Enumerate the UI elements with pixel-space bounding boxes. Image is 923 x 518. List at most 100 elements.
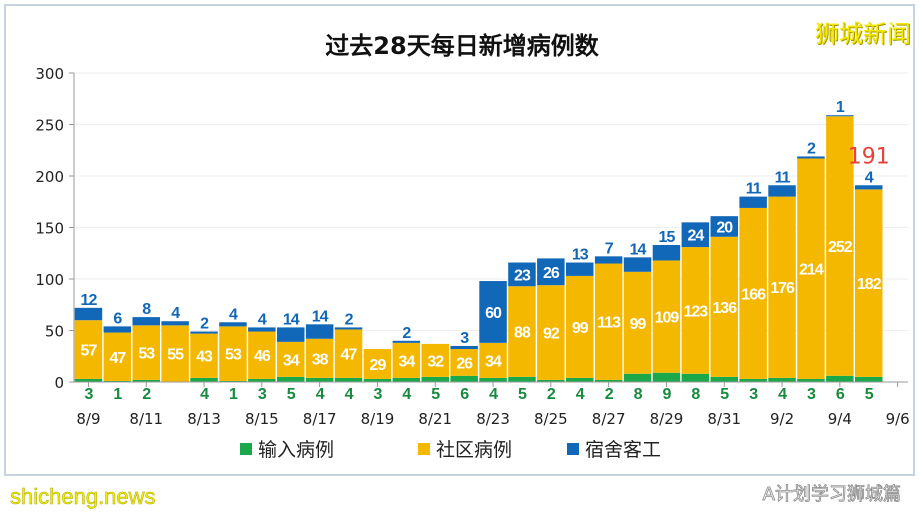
bar-segment-1 — [537, 285, 565, 380]
bar-segment-0 — [450, 375, 478, 382]
data-label: 4 — [258, 311, 267, 328]
bar-segment-1 — [103, 332, 132, 381]
data-label: 252 — [828, 239, 853, 256]
bar-segment-2 — [623, 257, 652, 272]
data-label: 136 — [712, 300, 737, 317]
bar-segment-0 — [277, 376, 305, 382]
watermark-bottom: shicheng.news — [10, 484, 156, 510]
bar-segment-1 — [450, 349, 478, 376]
bar-segment-2 — [479, 281, 507, 343]
bar-segment-0 — [392, 377, 421, 382]
watermark-top: 狮城新闻 — [815, 20, 911, 48]
bar-segment-1 — [710, 236, 738, 377]
data-label: 4 — [200, 386, 209, 403]
bar-segment-0 — [421, 376, 449, 382]
bar-segment-0 — [103, 380, 132, 382]
x-tick-label: 8/19 — [361, 410, 395, 428]
bar-segment-0 — [768, 377, 796, 382]
data-label: 15 — [659, 229, 676, 246]
bar-segment-1 — [277, 341, 305, 377]
bar-segment-2 — [681, 222, 710, 248]
bar-segment-0 — [739, 378, 767, 382]
data-label: 3 — [258, 386, 267, 403]
bar-segment-2 — [508, 262, 536, 287]
data-label: 43 — [196, 349, 213, 366]
data-label: 113 — [597, 315, 621, 332]
data-label: 4 — [778, 386, 787, 403]
data-label: 8 — [634, 386, 643, 403]
data-label: 7 — [605, 240, 614, 257]
legend-label: 社区病例 — [436, 439, 512, 461]
data-label: 20 — [716, 219, 733, 236]
data-label: 2 — [200, 316, 209, 333]
bar-segment-0 — [623, 373, 652, 382]
bar-segment-0 — [710, 376, 738, 382]
bar-segment-1 — [508, 286, 536, 377]
y-tick-label: 100 — [35, 271, 64, 289]
bar-segment-2 — [334, 327, 363, 330]
bar-segment-2 — [161, 321, 189, 326]
data-label: 4 — [229, 306, 238, 323]
chart-title: 过去28天每日新增病例数 — [325, 32, 599, 60]
x-tick-label: 8/17 — [303, 410, 337, 428]
y-tick-label: 200 — [35, 168, 64, 186]
bar-segment-0 — [594, 379, 623, 382]
bar-segment-2 — [855, 185, 883, 190]
x-tick-label: 8/9 — [76, 410, 100, 428]
data-label: 4 — [345, 386, 354, 403]
bar-segment-2 — [450, 345, 478, 350]
x-tick-label: 8/11 — [129, 410, 163, 428]
bar-segment-0 — [248, 378, 276, 382]
bar-segment-2 — [219, 322, 247, 327]
data-label: 26 — [456, 355, 473, 372]
data-label: 3 — [460, 330, 469, 347]
data-label: 3 — [84, 386, 93, 403]
bar-segment-1 — [248, 331, 276, 379]
data-label: 99 — [572, 320, 589, 337]
data-label: 60 — [485, 305, 502, 322]
data-label: 9 — [662, 386, 671, 403]
x-tick-label: 9/2 — [770, 410, 794, 428]
legend-swatch — [567, 443, 579, 455]
bar-segment-0 — [566, 377, 594, 382]
legend-label: 输入病例 — [258, 439, 334, 461]
data-label: 5 — [431, 386, 440, 403]
data-label: 11 — [775, 169, 791, 186]
x-tick-label: 8/23 — [476, 410, 510, 428]
data-label: 5 — [720, 386, 729, 403]
bar-segment-2 — [739, 196, 767, 208]
bar-segment-1 — [305, 338, 334, 378]
y-tick-label: 50 — [45, 323, 64, 341]
bar-segment-2 — [710, 216, 738, 237]
data-label: 13 — [572, 247, 589, 264]
bar-segment-2 — [768, 185, 796, 197]
data-label: 53 — [225, 347, 242, 364]
bar-segment-1 — [74, 320, 103, 379]
wechat-watermark: A计划学习狮城篇 — [762, 484, 901, 506]
data-label: 5 — [518, 386, 527, 403]
bar-segment-2 — [826, 115, 854, 117]
data-label: 6 — [113, 310, 122, 327]
bar-segment-0 — [855, 376, 883, 382]
bar-segment-1 — [421, 343, 449, 377]
legend-swatch — [240, 443, 252, 455]
bar-segment-2 — [392, 340, 421, 343]
x-tick-label: 8/25 — [534, 410, 568, 428]
bar-segment-0 — [537, 379, 565, 382]
data-label: 2 — [345, 311, 354, 328]
bar-segment-2 — [305, 324, 334, 339]
data-label: 6 — [836, 386, 845, 403]
data-label: 4 — [402, 386, 411, 403]
y-tick-label: 250 — [35, 117, 64, 135]
data-label: 38 — [312, 351, 329, 368]
data-label: 2 — [547, 386, 556, 403]
data-label: 8 — [142, 301, 151, 318]
data-label: 34 — [283, 352, 300, 369]
bar-segment-0 — [479, 377, 507, 382]
data-label: 109 — [655, 310, 680, 327]
data-label: 3 — [749, 386, 758, 403]
bar-segment-0 — [334, 377, 363, 382]
data-label: 123 — [683, 303, 708, 320]
x-tick-label: 8/13 — [187, 410, 221, 428]
